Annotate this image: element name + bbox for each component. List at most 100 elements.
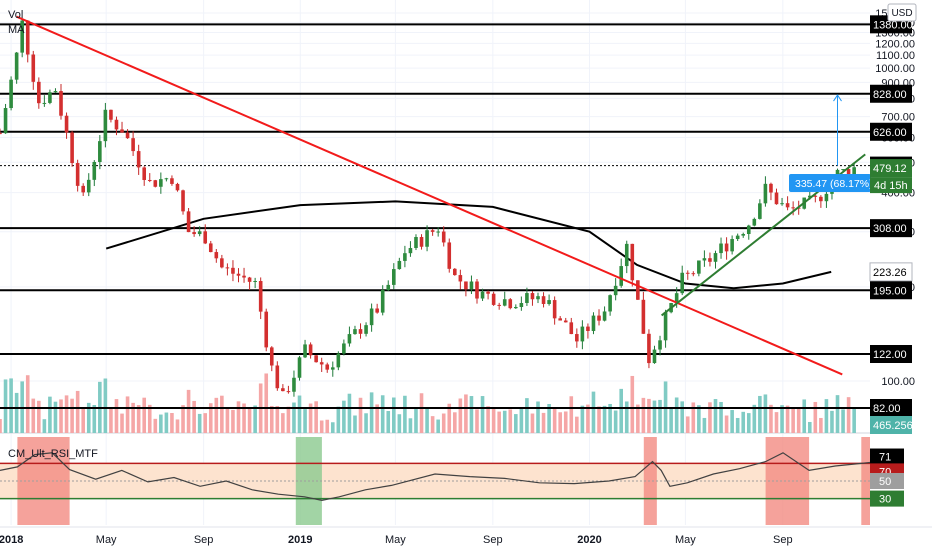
candle-body [164,178,169,180]
candle [214,249,219,263]
candle-body [247,277,252,282]
time-axis[interactable]: 2018 May Sep 2019 May Sep 2020 May Sep [0,526,932,546]
volume-bar [785,405,790,433]
volume-bar [697,405,701,433]
price-tick-label: 1200.00 [875,38,915,50]
volume-bar [425,408,429,433]
candle-body [697,260,701,274]
candle-body [325,364,330,370]
candle-body [397,260,402,270]
volume-bar [636,404,640,433]
candle [358,323,363,339]
candle [691,271,696,277]
volume-bar [608,403,612,433]
candle-body [358,329,363,334]
currency-label: USD [891,8,912,19]
candle [430,228,435,236]
candle [247,276,252,291]
volume-bar [708,402,712,433]
candle [297,355,302,381]
candle-body [563,320,568,323]
vol-indicator-label[interactable]: Vol [8,9,23,21]
candle-body [519,303,524,307]
candle-body [458,275,463,282]
volume-bar [752,404,757,433]
candle [142,166,147,186]
candle-body [53,91,58,93]
candle-body [613,285,618,296]
volume-bar [502,410,507,433]
candle [120,121,124,133]
candle-body [514,306,518,309]
volume-bar [175,419,180,433]
volume-bar [9,378,13,433]
candle [109,109,113,123]
candle-body [369,308,374,326]
volume-bar [658,399,662,433]
candle [785,196,790,211]
volume-bar [458,398,463,433]
candle-body [547,300,551,304]
candle-body [425,230,429,247]
volume-bar [131,402,135,433]
candle-body [403,253,407,261]
candle-body [170,178,174,184]
price-label-box [869,262,913,282]
candle-body [214,252,219,259]
countdown-box [870,177,912,194]
price-label-box [870,219,912,238]
volume-bar [25,375,30,433]
candle [497,302,501,310]
candle-body [59,91,63,116]
volume-bar [536,401,540,433]
candle-body [242,275,246,278]
currency-badge[interactable] [887,3,917,22]
volume-bar [3,379,8,433]
candle-body [303,344,307,358]
candle [242,267,246,283]
candle [563,317,568,323]
volume-bar [530,413,535,433]
volume-bar [680,401,685,433]
candle-body [486,291,490,294]
volume-bar [275,406,280,433]
volume-bar [830,410,834,433]
volume-bar [225,408,230,433]
candle-body [75,163,80,186]
candle [286,385,291,394]
volume-bar [846,397,851,433]
candle [25,20,30,63]
ma-indicator-label[interactable]: MA [8,24,25,36]
volume-bar [186,389,191,433]
candle [569,317,574,335]
candle-body [109,109,113,120]
candle-body [197,231,202,235]
price-label: 465.256K [873,420,921,432]
candle-body [258,281,263,312]
volume-bar [81,407,85,433]
volume-bar [791,407,795,433]
candle [758,199,762,220]
candle-body [253,281,257,283]
volume-bar [303,409,307,433]
candle-body [391,269,396,285]
price-label-box [870,399,912,417]
volume-bar [841,409,845,433]
candle [602,306,607,322]
candle [624,240,629,274]
volume-bar [619,388,624,433]
price-label: 828.00 [873,89,907,101]
candle [14,51,19,84]
volume-bar [813,401,818,433]
price-tick-label: 700.00 [881,112,915,124]
rsi-level-box [870,448,904,465]
candle-body [641,299,646,334]
volume-bar [719,401,723,433]
candle-body [580,326,585,342]
candle [303,339,307,359]
volume-bar [208,403,213,433]
volume-bar [624,401,629,433]
candle [203,224,208,245]
candle-body [81,185,85,193]
volume-bar [641,397,646,433]
